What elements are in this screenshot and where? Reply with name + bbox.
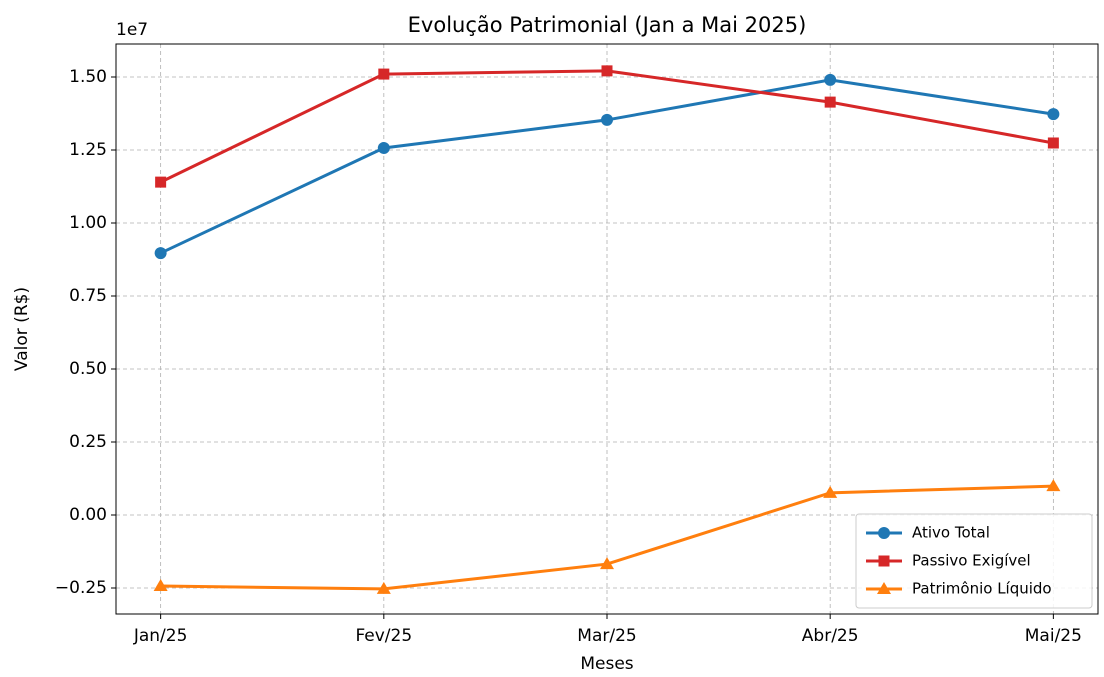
- x-tick-label: Abr/25: [802, 626, 859, 646]
- x-tick-label: Mar/25: [577, 626, 636, 646]
- data-point: [153, 578, 168, 591]
- legend-marker: [878, 527, 890, 539]
- data-point: [1046, 479, 1061, 492]
- legend-label: Ativo Total: [912, 524, 990, 542]
- chart-title: Evolução Patrimonial (Jan a Mai 2025): [408, 13, 807, 37]
- y-tick-label: 1.25: [69, 140, 107, 160]
- y-tick-label: 0.75: [69, 286, 107, 306]
- data-point: [600, 557, 614, 570]
- legend-label: Passivo Exigível: [912, 552, 1031, 570]
- x-tick-label: Jan/25: [133, 626, 188, 646]
- y-tick-label: 0.25: [69, 432, 107, 452]
- data-point: [823, 485, 838, 498]
- data-point: [824, 96, 836, 108]
- data-point: [824, 73, 837, 86]
- legend-marker: [878, 555, 890, 567]
- data-point: [377, 141, 390, 154]
- data-point: [376, 581, 391, 594]
- data-point: [601, 65, 613, 77]
- data-point: [378, 68, 390, 80]
- x-tick-label: Mai/25: [1025, 626, 1082, 646]
- y-axis-label: Valor (R$): [12, 287, 32, 371]
- legend-label: Patrimônio Líquido: [912, 580, 1052, 598]
- x-axis-label: Meses: [580, 654, 633, 674]
- data-point: [601, 113, 613, 126]
- data-point: [154, 247, 167, 260]
- x-tick-label: Fev/25: [355, 626, 412, 646]
- y-tick-label: 1.00: [69, 213, 107, 233]
- y-tick-label: 0.50: [69, 359, 107, 379]
- y-tick-label: 0.00: [69, 505, 107, 525]
- data-point: [1047, 137, 1059, 149]
- plot-frame: [115, 43, 1099, 615]
- y-tick-label: −0.25: [55, 578, 107, 598]
- legend-marker: [877, 582, 891, 594]
- y-tick-label: 1.50: [69, 67, 107, 87]
- data-point: [1047, 108, 1060, 121]
- data-point: [155, 176, 167, 188]
- y-offset-label: 1e7: [116, 20, 148, 40]
- legend-box: [855, 513, 1093, 609]
